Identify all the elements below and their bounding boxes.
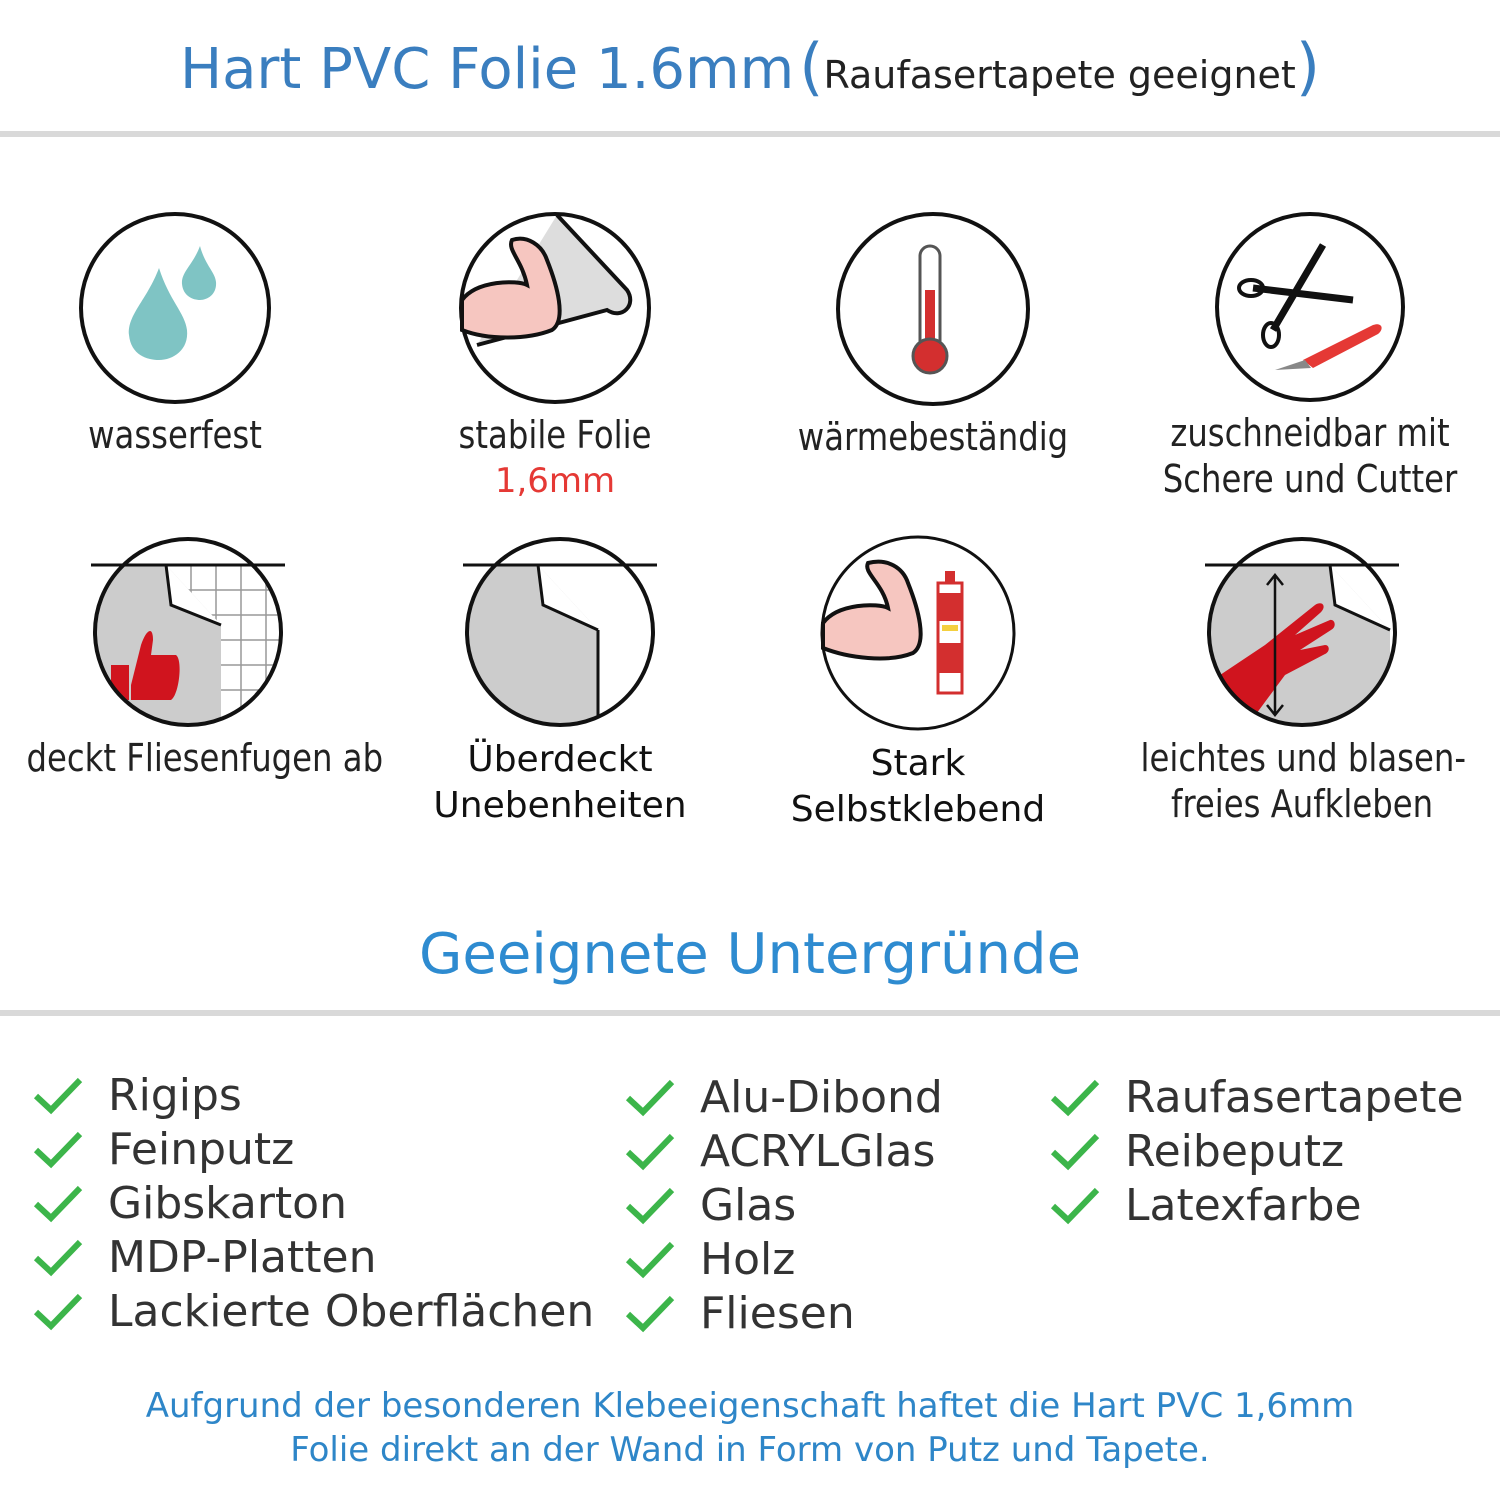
feature-label: leichtes und blasen- [1140, 736, 1466, 780]
feature-heat-resistant: wärmebeständig [743, 210, 1123, 460]
feature-stable-film: stabile Folie 1,6mm [365, 210, 745, 504]
surface-label: Raufasertapete [1125, 1071, 1464, 1123]
film-corner-icon [463, 537, 657, 727]
surface-label: Holz [700, 1233, 796, 1285]
surface-item: MDP-Platten [33, 1230, 594, 1284]
paren: ( [799, 30, 824, 103]
surface-item: Latexfarbe [1050, 1178, 1464, 1232]
surface-item: Feinputz [33, 1122, 594, 1176]
water-drops-icon [79, 212, 271, 404]
divider [0, 1010, 1500, 1016]
surface-label: Lackierte Oberflächen [108, 1285, 595, 1337]
feature-easy-application: leichtes und blasen- freies Aufkleben [1112, 535, 1492, 827]
checkmark-icon [33, 1185, 83, 1223]
scissors-cutter-icon [1215, 212, 1405, 402]
footer-note: Aufgrund der besonderen Klebeeigenschaft… [0, 1384, 1500, 1472]
checkmark-icon [33, 1239, 83, 1277]
feature-label: freies Aufkleben [1170, 782, 1434, 826]
feature-label: Selbstklebend [790, 789, 1046, 830]
feature-label: wärmebeständig [797, 415, 1069, 459]
checkmark-icon [33, 1293, 83, 1331]
feature-label: Überdeckt [467, 739, 653, 780]
surface-item: Rigips [33, 1068, 594, 1122]
feature-label: wasserfest [88, 413, 262, 457]
hand-smoothing-icon [1205, 537, 1399, 727]
surface-item: Alu-Dibond [625, 1070, 943, 1124]
feature-self-adhesive: Stark Selbstklebend [728, 533, 1108, 833]
feature-cuttable: zuschneidbar mit Schere und Cutter [1120, 210, 1500, 502]
feature-label: Unebenheiten [433, 785, 687, 826]
feature-sublabel: 1,6mm [494, 461, 616, 501]
surface-label: Alu-Dibond [700, 1071, 943, 1123]
checkmark-icon [625, 1079, 675, 1117]
surface-label: ACRYLGlas [700, 1125, 936, 1177]
page-title: Hart PVC Folie 1.6mm (Raufasertapete gee… [0, 30, 1500, 103]
surface-label: MDP-Platten [108, 1231, 377, 1283]
surfaces-column: Rigips Feinputz Gibskarton MDP-Platten Lacki… [33, 1068, 594, 1338]
feature-label: Schere und Cutter [1162, 457, 1458, 501]
footer-line: Aufgrund der besonderen Klebeeigenschaft… [145, 1386, 1355, 1426]
surface-item: ACRYLGlas [625, 1124, 943, 1178]
feature-label: deckt Fliesenfugen ab [26, 736, 384, 780]
feature-label: zuschneidbar mit [1170, 411, 1450, 455]
surface-item: Gibskarton [33, 1176, 594, 1230]
checkmark-icon [625, 1241, 675, 1279]
feature-label: stabile Folie [458, 413, 652, 457]
feature-covers-unevenness: Überdeckt Unebenheiten [370, 535, 750, 829]
strong-arm-film-icon [459, 212, 651, 404]
surface-item: Raufasertapete [1050, 1070, 1464, 1124]
surface-item: Reibeputz [1050, 1124, 1464, 1178]
surface-item: Holz [625, 1232, 943, 1286]
strong-arm-glue-icon [820, 535, 1016, 731]
surface-item: Fliesen [625, 1286, 943, 1340]
surface-label: Fliesen [700, 1287, 855, 1339]
divider [0, 131, 1500, 137]
surface-label: Gibskarton [108, 1177, 347, 1229]
thumbs-up-tiles-icon [91, 537, 285, 727]
feature-label: Stark [870, 743, 966, 784]
feature-waterproof: wasserfest [0, 210, 365, 458]
checkmark-icon [625, 1187, 675, 1225]
surface-item: Lackierte Oberflächen [33, 1284, 594, 1338]
checkmark-icon [1050, 1187, 1100, 1225]
checkmark-icon [625, 1133, 675, 1171]
surface-label: Reibeputz [1125, 1125, 1345, 1177]
thermometer-icon [836, 212, 1030, 406]
feature-covers-joints: deckt Fliesenfugen ab [0, 535, 384, 781]
paren: ) [1295, 30, 1321, 103]
surfaces-column: Alu-Dibond ACRYLGlas Glas Holz Fliesen [625, 1070, 943, 1340]
checkmark-icon [33, 1131, 83, 1169]
surface-label: Feinputz [108, 1123, 295, 1175]
surfaces-column: Raufasertapete Reibeputz Latexfarbe [1050, 1070, 1464, 1232]
title-main: Hart PVC Folie 1.6mm [179, 37, 795, 102]
section-title: Geeignete Untergründe [418, 922, 1082, 987]
checkmark-icon [1050, 1133, 1100, 1171]
surface-label: Latexfarbe [1125, 1179, 1362, 1231]
checkmark-icon [1050, 1079, 1100, 1117]
surface-item: Glas [625, 1178, 943, 1232]
surface-label: Glas [700, 1179, 797, 1231]
surface-label: Rigips [108, 1069, 242, 1121]
checkmark-icon [625, 1295, 675, 1333]
checkmark-icon [33, 1077, 83, 1115]
footer-line: Folie direkt an der Wand in Form von Put… [290, 1430, 1210, 1470]
title-subtitle: Raufasertapete geeignet [823, 53, 1296, 97]
